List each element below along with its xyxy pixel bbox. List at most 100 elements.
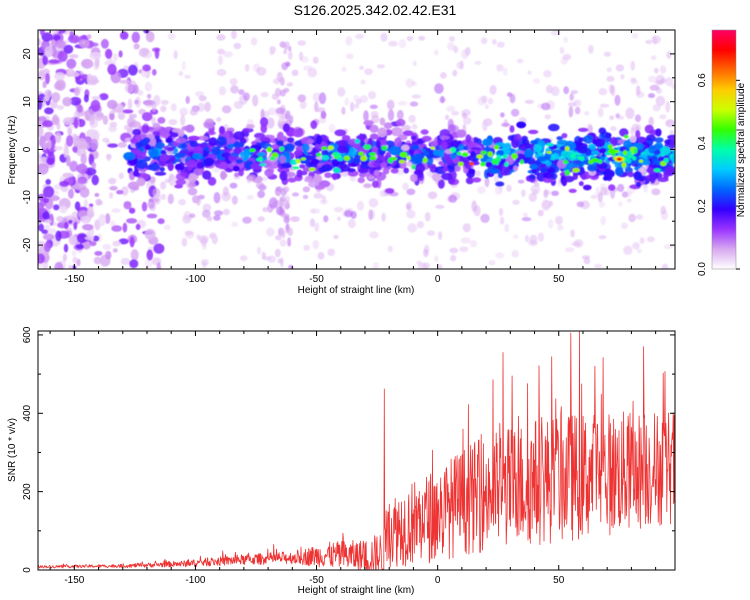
spectrogram-cell [316,152,322,157]
spectrogram-cell [118,172,124,180]
spectrogram-cell [216,68,227,77]
spectrogram-cell [317,252,325,260]
spectrogram-cell [568,106,574,118]
y-tick-label: 400 [22,404,33,421]
spectrogram-cell [185,95,190,104]
spectrogram-cell [132,170,139,177]
spectrogram-cell [643,185,648,193]
spectrogram-cell [173,50,178,60]
spectrogram-cell [38,202,44,213]
spectrogram-cell [451,111,460,116]
spectrogram-cell [630,79,639,85]
spectrogram-cell [480,150,488,155]
spectrogram-cell [122,222,128,233]
spectrogram-cell [291,69,299,77]
spectrogram-cell [528,192,537,202]
spectrogram-cell [654,80,664,86]
spectrogram-cell [44,219,52,224]
spectrogram-cell [543,172,555,179]
spectrogram-cell [324,172,332,178]
spectrogram-cell [477,186,486,194]
spectrogram-cell [269,156,276,161]
spectrogram-cell [266,117,275,129]
spectrogram-cell [108,177,117,185]
spectrogram-cell [99,93,109,101]
spectrogram-cell [68,235,78,246]
spectrogram-cell [277,99,281,105]
spectrogram-cell [456,61,464,69]
snr-panel: -150 -100 -50 0 50 0 200 400 600 Height of stra… [7,326,676,596]
spectrogram-cell [513,165,519,172]
spectrogram-cell [548,219,554,229]
spectrogram-cell [509,125,515,133]
spectrogram-cell [167,162,174,171]
spectrogram-cell [651,188,661,196]
spectrogram-cell [333,167,341,174]
spectrogram-cell [257,190,265,199]
x-tick-label: 50 [553,274,565,285]
spectrogram-cell [384,188,395,194]
y-tick-label: 0 [22,567,33,573]
spectrogram-cell [459,246,469,253]
spectrogram-cell [193,146,203,152]
spectrogram-cell [355,33,364,40]
spectrogram-cell [38,253,45,264]
spectrogram-cell [579,155,585,162]
spectrogram-cell [282,186,290,193]
spectrogram-cell [82,224,94,231]
spectrogram-cell [106,99,118,110]
spectrogram-cell [511,153,518,160]
spectrogram-cell [160,149,167,155]
spectrogram-cell [603,51,611,57]
spectrogram-cell [622,150,628,156]
spectrogram-cell [660,205,667,215]
spectrogram-cell [242,127,254,133]
spectrogram-cell [88,75,99,86]
spectrogram-cell [316,135,323,145]
spectrogram-cell [576,144,588,154]
spectrogram-cell [235,158,243,164]
spectrogram-cell [435,204,445,209]
spectrogram-cell [53,146,64,151]
spectrogram-cell [509,93,516,104]
spectrogram-cell [286,82,294,87]
spectrogram-cell [432,172,442,182]
spectrogram-cell [93,256,102,265]
spectrogram-cell [56,215,64,223]
spectrogram-cell [202,209,211,218]
spectrogram-cell [607,144,613,150]
spectrogram-cell [189,213,196,218]
spectrogram-cell [543,70,552,78]
spectrogram-cell [223,51,234,58]
spectrogram-cell [573,239,584,248]
spectrogram-cell [183,210,192,221]
spectrogram-cell [195,196,201,206]
spectrogram-cell [429,140,438,147]
spectrogram-cell [529,164,538,170]
spectrogram-cell [377,127,388,138]
spectrogram-cell [359,95,369,103]
spectrogram-cell [132,118,137,127]
spectrogram-cell [390,168,399,174]
spectrogram-cell [59,180,70,187]
spectrogram-cell [45,179,51,185]
spectrogram-cell [44,107,54,115]
spectrogram-marks [38,30,675,269]
spectrogram-cell [627,150,632,156]
spectrogram-cell [333,234,339,240]
spectrogram-cell [144,81,153,92]
spectrogram-cell [648,93,655,99]
spectrogram-cell [660,65,667,74]
spectrogram-cell [84,167,97,176]
x-tick-label: -50 [309,575,324,586]
spectrogram-cell [79,187,90,198]
spectrogram-cell [541,199,551,211]
spectrogram-cell [452,69,458,77]
spectrogram-cell [615,167,624,176]
spectrogram-cell [119,31,129,40]
spectrogram-cell [502,146,511,156]
spectrogram-cell [633,148,638,154]
spectrogram-cell [313,192,323,199]
spectrogram-cell [86,34,92,39]
spectrogram-cell [635,181,642,187]
